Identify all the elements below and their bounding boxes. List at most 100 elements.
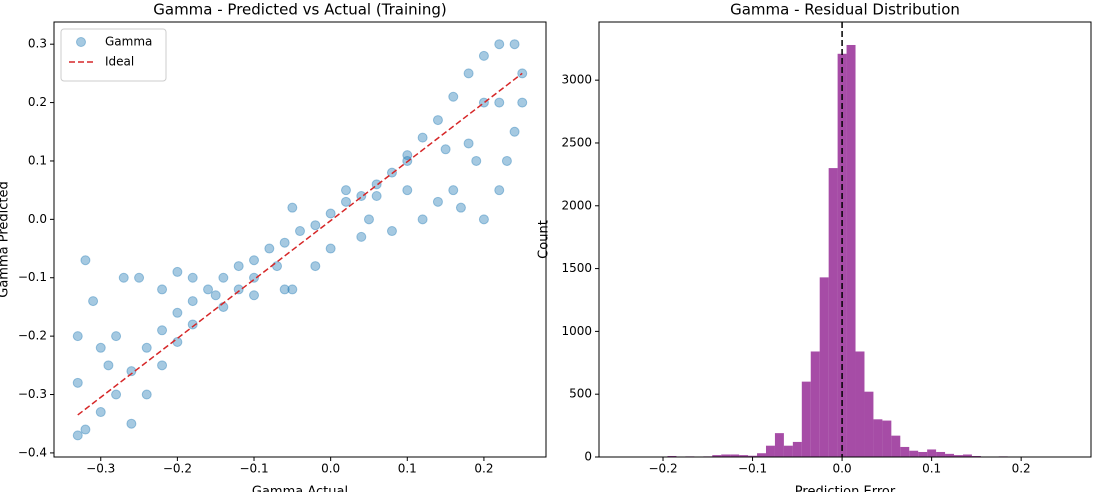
bar (765, 445, 775, 457)
point (448, 91, 459, 102)
point (210, 290, 221, 301)
x-tick-label: 0.0 (833, 462, 852, 476)
point (509, 39, 520, 50)
point (249, 290, 260, 301)
point (402, 185, 413, 196)
bar (855, 351, 865, 457)
point (95, 407, 106, 418)
point (494, 97, 505, 108)
point (478, 50, 489, 61)
y-tick-label: 0.3 (28, 37, 47, 51)
line (77, 72, 523, 416)
point (279, 284, 290, 295)
point (471, 155, 482, 166)
point (88, 296, 99, 307)
legend-box (60, 28, 167, 82)
y-tick-label: −0.4 (18, 445, 47, 459)
point (80, 255, 91, 266)
point (172, 266, 183, 277)
y-tick-label: −0.1 (18, 270, 47, 284)
x-tick-label: −0.1 (738, 462, 767, 476)
bar (900, 446, 910, 457)
point (72, 377, 83, 388)
y-tick-label: 1500 (561, 261, 592, 275)
bar (846, 44, 856, 457)
point (448, 185, 459, 196)
point (249, 272, 260, 283)
point (417, 132, 428, 143)
point (455, 202, 466, 213)
x-axis-label: Gamma Actual (252, 485, 348, 492)
point (371, 191, 382, 201)
y-tick-label: 500 (569, 387, 592, 401)
bar (810, 351, 820, 457)
point (310, 261, 321, 272)
y-axis-label: Count (537, 220, 552, 259)
y-tick-label: 3000 (561, 73, 592, 87)
bar (882, 420, 892, 457)
y-tick-label: 2000 (561, 198, 592, 212)
bar (954, 455, 963, 457)
point (340, 185, 351, 196)
bar (864, 391, 874, 457)
point (187, 272, 198, 283)
point (172, 307, 183, 318)
point (249, 255, 260, 266)
x-tick-label: −0.1 (239, 462, 268, 476)
bar (962, 454, 972, 457)
chart-title: Gamma - Predicted vs Actual (Training) (153, 1, 446, 19)
point (218, 272, 229, 283)
point (432, 196, 443, 207)
bar (774, 433, 784, 457)
point (95, 342, 106, 353)
point (325, 208, 336, 219)
point (494, 185, 505, 196)
axes-frame (598, 21, 1092, 458)
plot-area (658, 22, 1026, 458)
point (440, 144, 451, 155)
point (233, 261, 244, 272)
point (187, 296, 198, 307)
point (187, 319, 198, 330)
point (264, 243, 275, 254)
x-tick-label: −0.2 (648, 462, 677, 476)
bar (721, 454, 731, 457)
point (509, 126, 520, 137)
plot-area (72, 39, 528, 441)
bar (667, 455, 677, 457)
legend: Gamma Ideal (60, 28, 167, 82)
point (501, 155, 512, 166)
point (141, 389, 152, 400)
point (356, 231, 367, 242)
y-tick-label: 0 (584, 450, 592, 464)
point (72, 331, 83, 342)
point (203, 284, 214, 295)
point (103, 360, 114, 371)
point (478, 214, 489, 225)
x-axis-label: Prediction Error (795, 485, 896, 492)
bar (801, 381, 811, 457)
bar (819, 277, 829, 457)
point (402, 150, 413, 161)
bar (828, 168, 838, 457)
bar (873, 419, 883, 457)
point (325, 243, 336, 254)
point (417, 214, 428, 225)
bar (783, 445, 793, 457)
x-tick-label: −0.2 (163, 462, 192, 476)
point (172, 336, 183, 347)
point (272, 261, 283, 272)
point (134, 272, 145, 283)
point (279, 237, 290, 248)
point (463, 138, 474, 149)
bar (730, 454, 740, 457)
y-tick-label: 0.2 (28, 95, 47, 109)
point (295, 226, 305, 237)
point (80, 424, 91, 435)
y-tick-label: −0.2 (18, 329, 47, 343)
point (363, 214, 374, 225)
x-tick-label: 0.2 (1012, 462, 1031, 476)
bar (891, 435, 901, 457)
point (463, 68, 474, 79)
